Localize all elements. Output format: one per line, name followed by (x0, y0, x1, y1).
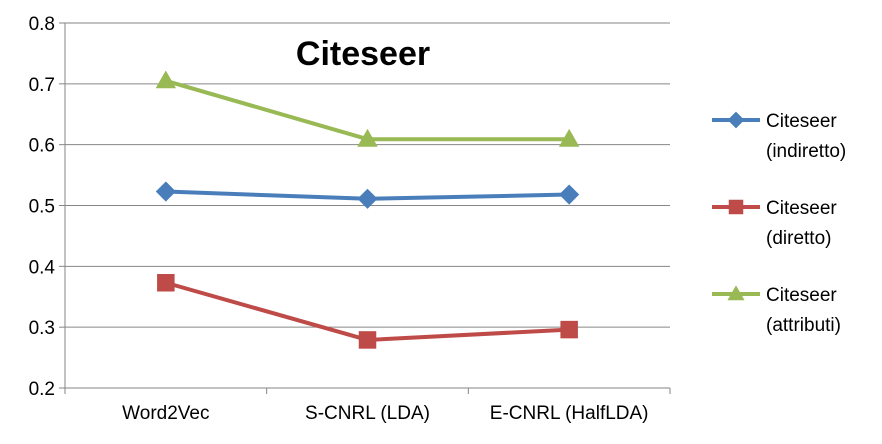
x-tick-labels: Word2Vec S-CNRL (LDA) E-CNRL (HalfLDA) (122, 403, 648, 424)
x-tick-label: E-CNRL (HalfLDA) (490, 403, 649, 424)
legend-label: (diretto) (766, 228, 831, 249)
series-2 (157, 274, 578, 349)
y-tick-label: 0.7 (29, 75, 55, 96)
legend-label: Citeseer (766, 198, 837, 219)
legend: Citeseer(indiretto)Citeseer(diretto)Cite… (712, 111, 846, 336)
data-point (155, 70, 177, 89)
y-tick-label: 0.5 (29, 197, 55, 218)
legend-entry: Citeseer (indiretto) (712, 111, 846, 162)
y-tick-label: 0.4 (29, 257, 56, 278)
legend-marker (727, 285, 745, 301)
y-tick-label: 0.8 (29, 14, 55, 35)
legend-entry: Citeseer (attributi) (712, 285, 841, 336)
legend-marker (728, 199, 744, 215)
data-point (157, 274, 175, 292)
y-tick-label: 0.2 (29, 379, 55, 400)
legend-label: Citeseer (766, 111, 837, 132)
data-point (560, 320, 578, 339)
data-point (357, 128, 378, 147)
x-tick-label: Word2Vec (122, 403, 209, 424)
legend-marker (727, 111, 745, 129)
series (155, 70, 580, 349)
legend-label: (indiretto) (766, 141, 846, 162)
y-tick-label: 0.6 (29, 136, 55, 157)
y-tick-labels: 0.2 0.3 0.4 0.5 0.6 0.7 0.8 (29, 14, 56, 400)
chart-title: Citeseer (296, 35, 430, 73)
x-tick-label: S-CNRL (LDA) (305, 403, 430, 424)
series-3 (155, 70, 580, 147)
axes (59, 22, 671, 394)
data-point (358, 331, 377, 349)
data-point (558, 128, 580, 147)
legend-label: (attributi) (766, 315, 841, 336)
data-point (155, 181, 176, 202)
legend-label: Citeseer (766, 285, 837, 306)
series-1 (155, 181, 580, 209)
y-tick-label: 0.3 (29, 318, 55, 339)
data-point (559, 184, 580, 205)
legend-entry: Citeseer (diretto) (712, 198, 837, 249)
data-point (357, 188, 378, 209)
